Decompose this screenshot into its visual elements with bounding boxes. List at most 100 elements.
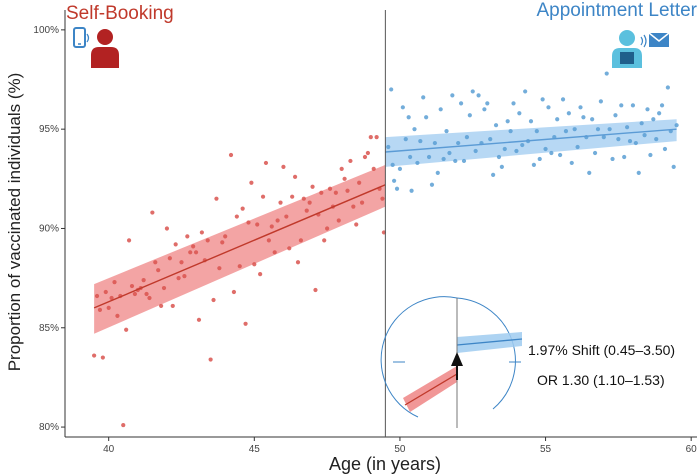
data-point <box>220 240 225 245</box>
data-point <box>124 327 129 332</box>
x-tick-label: 45 <box>249 444 261 455</box>
data-point <box>470 89 475 94</box>
x-tick-label: 60 <box>686 444 698 455</box>
data-point <box>179 260 184 265</box>
data-point <box>648 152 653 158</box>
data-point <box>182 274 187 279</box>
data-point <box>310 184 315 189</box>
self-booking-title: Self-Booking <box>66 3 174 24</box>
data-point <box>243 321 248 326</box>
data-point <box>429 182 435 187</box>
data-point <box>342 176 347 181</box>
data-point <box>362 154 368 160</box>
fit-lines <box>93 128 677 309</box>
data-point <box>150 210 155 215</box>
inset-fit-left <box>404 373 458 406</box>
data-point <box>400 105 405 110</box>
data-point <box>491 172 496 177</box>
data-point <box>496 154 502 160</box>
or-label: OR 1.30 (1.10–1.53) <box>537 372 665 388</box>
x-tick-label: 50 <box>394 444 406 455</box>
data-point <box>566 111 571 116</box>
data-point <box>403 136 408 142</box>
data-point <box>386 144 391 150</box>
data-point <box>447 150 452 156</box>
data-point <box>406 115 411 120</box>
inset-zoom: 1.97% Shift (0.45–3.50) OR 1.30 (1.10–1.… <box>380 296 675 428</box>
data-point <box>295 260 301 265</box>
x-tick-label: 55 <box>540 444 552 455</box>
data-point <box>409 188 414 193</box>
data-point <box>193 250 199 255</box>
fit-line-self-booking <box>93 184 386 309</box>
data-point <box>176 276 181 281</box>
data-point <box>560 97 566 102</box>
data-point <box>258 272 263 277</box>
data-point <box>327 186 333 191</box>
data-point <box>453 158 458 164</box>
data-point <box>167 256 172 261</box>
inset-band-left <box>403 366 457 412</box>
data-point <box>164 226 170 231</box>
data-point <box>543 146 548 152</box>
data-point <box>234 214 239 219</box>
data-point <box>115 313 120 318</box>
data-point <box>534 129 539 134</box>
data-point <box>601 135 606 140</box>
data-point <box>126 238 132 243</box>
y-axis-label: Proportion of vaccinated individuals (%) <box>5 73 24 372</box>
data-point <box>595 127 601 132</box>
data-point <box>456 140 461 146</box>
data-point <box>531 162 537 168</box>
data-point <box>604 71 609 76</box>
data-point <box>132 291 137 297</box>
y-ticks: 80% 85% 90% 95% 100% <box>33 25 65 433</box>
data-point <box>493 123 499 128</box>
data-point <box>281 164 286 169</box>
data-point <box>630 103 636 108</box>
x-tick-label: 40 <box>103 444 115 455</box>
data-point <box>290 194 295 199</box>
data-point <box>170 303 175 309</box>
data-point <box>211 297 216 303</box>
data-point <box>435 170 440 175</box>
data-point <box>558 152 563 158</box>
data-point <box>665 85 670 90</box>
data-point <box>185 234 190 239</box>
data-point <box>473 148 478 154</box>
data-point <box>322 238 327 243</box>
data-point <box>351 204 356 209</box>
data-point <box>528 119 534 124</box>
data-point <box>188 250 193 255</box>
data-point <box>153 260 158 265</box>
data-point <box>191 244 196 249</box>
data-point <box>121 422 126 428</box>
data-point <box>636 170 641 175</box>
data-point <box>112 279 117 285</box>
data-point <box>354 222 359 227</box>
data-point <box>654 136 659 142</box>
data-point <box>292 174 298 179</box>
data-point <box>106 305 111 311</box>
data-point <box>671 164 676 169</box>
data-point <box>255 222 260 227</box>
data-point <box>549 150 554 156</box>
data-point <box>272 250 277 255</box>
data-point <box>333 190 338 195</box>
data-point <box>368 135 373 140</box>
y-tick-label: 100% <box>33 25 59 36</box>
data-point <box>625 125 630 130</box>
data-point <box>374 135 379 140</box>
data-point <box>173 242 178 247</box>
data-point <box>639 121 644 126</box>
data-point <box>97 307 103 312</box>
phone-person-icon <box>73 27 119 68</box>
data-point <box>412 127 417 132</box>
y-tick-label: 80% <box>39 422 59 433</box>
data-point <box>144 291 149 297</box>
data-point <box>575 144 580 150</box>
data-point <box>408 154 413 160</box>
data-point <box>441 156 446 162</box>
data-point <box>223 234 228 239</box>
data-point <box>246 220 251 225</box>
